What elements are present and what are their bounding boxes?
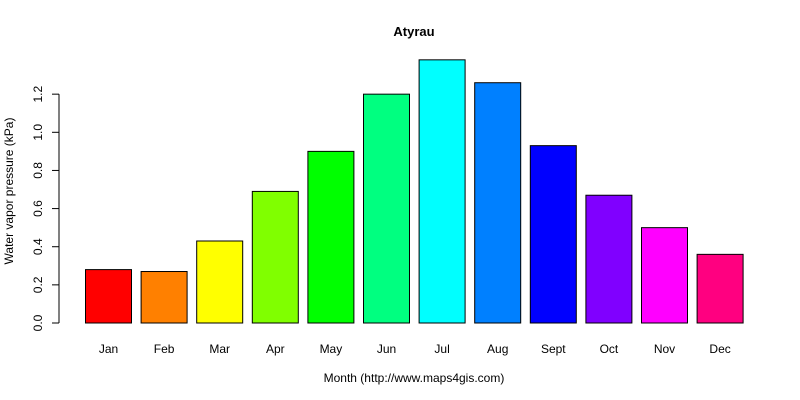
x-tick-label: May xyxy=(320,342,343,356)
bar-aug xyxy=(474,82,522,324)
x-axis-label: Month (http://www.maps4gis.com) xyxy=(324,371,505,385)
x-tick-label: Nov xyxy=(654,342,675,356)
x-tick-label: Jul xyxy=(434,342,449,356)
x-tick-label: Jun xyxy=(377,342,396,356)
bar-dec xyxy=(696,253,744,324)
bar-jun xyxy=(363,93,410,324)
bars xyxy=(85,59,744,324)
x-tick-labels: Jan Feb Mar Apr May Jun Jul Aug Sept Oct Nov Dec xyxy=(99,342,731,356)
y-tick-label: 0.4 xyxy=(31,238,45,255)
bar-may xyxy=(307,150,355,324)
x-tick-label: Oct xyxy=(600,342,619,356)
y-tick-label: 0.8 xyxy=(31,162,45,179)
bar-jul xyxy=(418,59,466,324)
x-tick-label: Dec xyxy=(709,342,730,356)
y-tick-label: 0.0 xyxy=(31,314,45,331)
bar-oct xyxy=(585,194,633,324)
bar-apr xyxy=(251,190,299,324)
y-tick-label: 1.2 xyxy=(31,85,45,102)
bar-mar xyxy=(196,240,244,324)
bar-feb xyxy=(140,271,188,324)
y-ticks: 0.0 0.2 0.4 0.6 0.8 1.0 1.2 xyxy=(31,85,59,331)
x-tick-label: Mar xyxy=(209,342,230,356)
y-axis-label: Water vapor pressure (kPa) xyxy=(2,118,16,265)
x-tick-label: Aug xyxy=(487,342,508,356)
bar-sept xyxy=(529,145,577,324)
x-tick-label: Jan xyxy=(99,342,118,356)
bar-nov xyxy=(641,227,688,324)
x-tick-label: Feb xyxy=(154,342,175,356)
x-tick-label: Apr xyxy=(266,342,285,356)
chart-title: Atyrau xyxy=(393,24,434,39)
y-tick-label: 0.2 xyxy=(31,276,45,293)
bar-jan xyxy=(85,269,132,324)
y-tick-label: 0.6 xyxy=(31,200,45,217)
x-tick-label: Sept xyxy=(541,342,566,356)
y-tick-label: 1.0 xyxy=(31,124,45,141)
